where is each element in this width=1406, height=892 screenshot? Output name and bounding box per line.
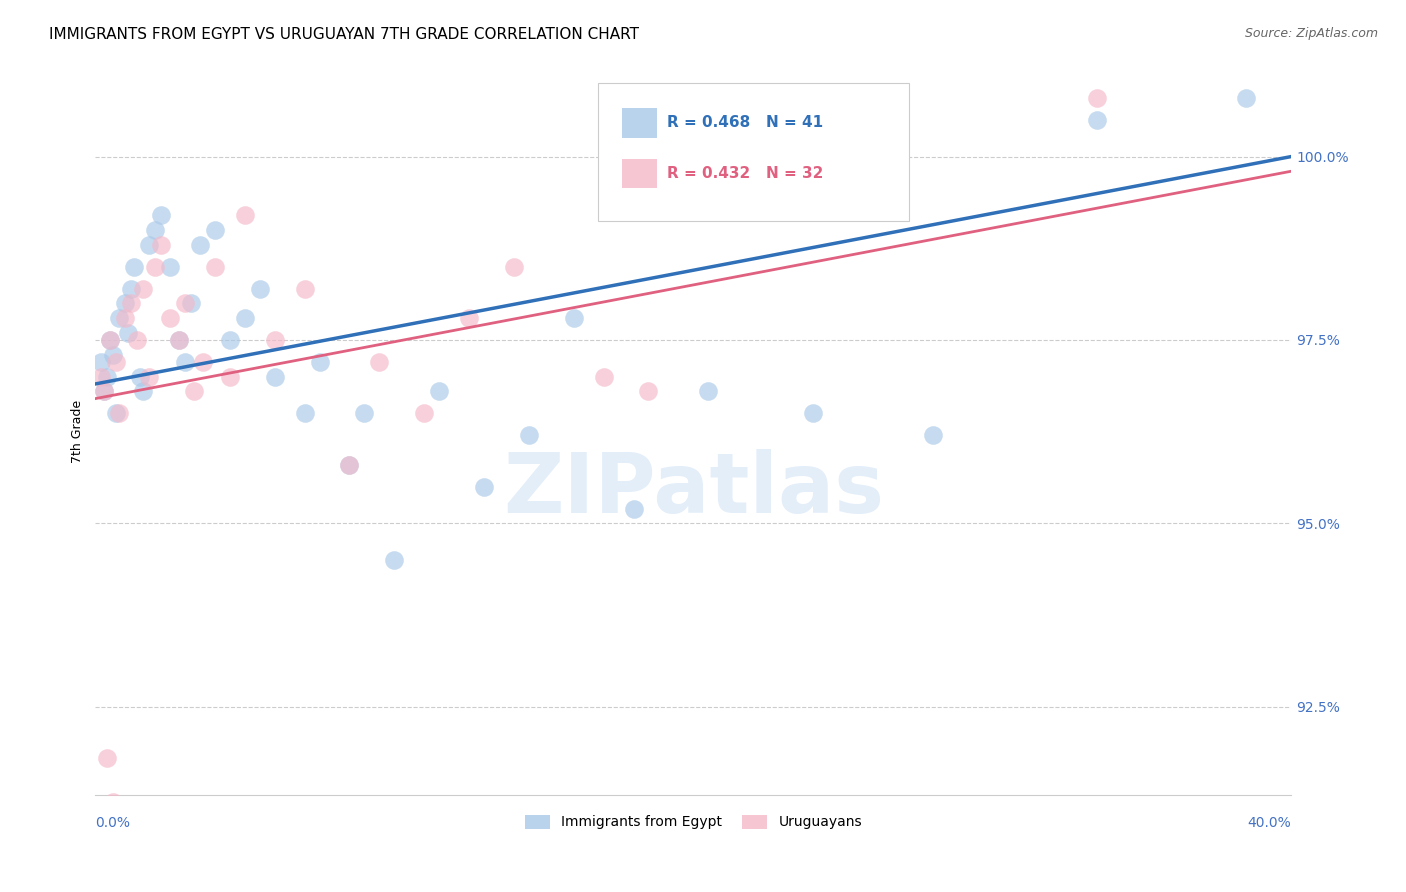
Point (93, 384, 115, 399)
Point (138, 237, 160, 252)
Point (108, 406, 131, 420)
Point (90, 369, 112, 384)
Text: Source: ZipAtlas.com: Source: ZipAtlas.com (1244, 27, 1378, 40)
Point (188, 237, 211, 252)
Point (114, 310, 136, 325)
Point (98, 333, 121, 347)
Point (167, 333, 190, 347)
Point (191, 355, 214, 369)
Point (368, 355, 391, 369)
Point (697, 384, 720, 399)
Point (103, 348, 125, 362)
Point (174, 296, 197, 310)
Point (562, 310, 585, 325)
Point (413, 406, 436, 420)
Text: R = 0.432   N = 32: R = 0.432 N = 32 (666, 166, 824, 181)
Point (921, 428, 943, 442)
Point (427, 384, 450, 399)
Bar (621, 160, 658, 188)
Point (114, 296, 136, 310)
Point (120, 296, 142, 310)
Point (637, 384, 659, 399)
Point (159, 260, 181, 274)
Point (204, 260, 226, 274)
Point (122, 260, 145, 274)
Point (382, 553, 405, 567)
Point (96, 751, 118, 765)
Point (150, 237, 173, 252)
Point (150, 208, 173, 222)
Point (503, 260, 526, 274)
Point (233, 310, 256, 325)
Point (517, 428, 540, 442)
Point (458, 310, 481, 325)
Point (105, 355, 128, 369)
Point (129, 369, 152, 384)
Bar (621, 109, 658, 137)
Point (623, 501, 645, 516)
Point (103, 795, 125, 809)
Point (592, 369, 614, 384)
Point (233, 208, 256, 222)
Point (105, 406, 128, 420)
Point (108, 310, 131, 325)
Text: 40.0%: 40.0% (1247, 816, 1291, 830)
Point (1085, 91, 1108, 105)
Text: IMMIGRANTS FROM EGYPT VS URUGUAYAN 7TH GRADE CORRELATION CHART: IMMIGRANTS FROM EGYPT VS URUGUAYAN 7TH G… (49, 27, 640, 42)
Point (143, 260, 166, 274)
Point (1236, 91, 1258, 105)
FancyBboxPatch shape (598, 83, 908, 221)
Text: 0.0%: 0.0% (96, 816, 131, 830)
Point (801, 406, 824, 420)
Point (263, 369, 285, 384)
Point (308, 355, 330, 369)
Point (472, 480, 495, 494)
Point (98, 333, 121, 347)
Point (117, 326, 139, 340)
Point (167, 333, 190, 347)
Point (90, 355, 112, 369)
Text: ZIPatlas: ZIPatlas (503, 450, 884, 530)
Point (294, 406, 316, 420)
Point (174, 355, 197, 369)
Point (353, 406, 375, 420)
Point (143, 223, 166, 237)
Point (132, 384, 155, 399)
Point (96, 369, 118, 384)
Point (339, 458, 361, 472)
Point (159, 310, 181, 325)
Point (1085, 112, 1108, 127)
Point (249, 282, 271, 296)
Point (294, 282, 316, 296)
Point (138, 369, 160, 384)
Point (120, 282, 142, 296)
Y-axis label: 7th Grade: 7th Grade (72, 400, 84, 463)
Point (127, 333, 149, 347)
Point (132, 282, 155, 296)
Point (93, 384, 115, 399)
Point (180, 296, 202, 310)
Legend: Immigrants from Egypt, Uruguayans: Immigrants from Egypt, Uruguayans (519, 809, 868, 835)
Point (219, 333, 242, 347)
Point (183, 384, 205, 399)
Point (263, 333, 285, 347)
Point (204, 223, 226, 237)
Point (339, 458, 361, 472)
Point (219, 369, 242, 384)
Text: R = 0.468   N = 41: R = 0.468 N = 41 (666, 115, 823, 130)
